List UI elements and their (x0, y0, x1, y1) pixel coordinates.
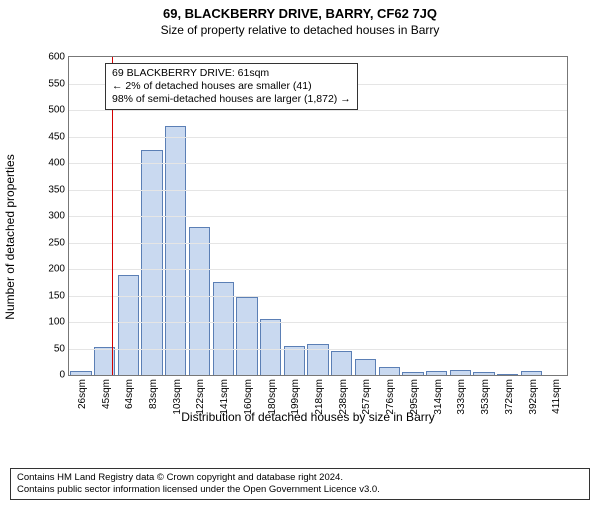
x-tick-label: 411sqm (551, 379, 562, 414)
x-tick-label: 372sqm (504, 379, 515, 415)
y-tick-label: 0 (59, 370, 65, 381)
gridline (69, 296, 567, 297)
plot-area: 26sqm45sqm64sqm83sqm103sqm122sqm141sqm16… (68, 56, 568, 376)
histogram-bar (118, 275, 139, 375)
gridline (69, 216, 567, 217)
histogram-bar (497, 374, 518, 375)
y-tick-label: 300 (48, 211, 65, 222)
y-tick-label: 250 (48, 237, 65, 248)
y-tick-label: 100 (48, 317, 65, 328)
histogram-bar (426, 371, 447, 375)
histogram-chart: Number of detached properties 26sqm45sqm… (38, 52, 578, 422)
histogram-bar (355, 359, 376, 375)
gridline (69, 322, 567, 323)
x-tick-label: 26sqm (77, 379, 88, 409)
page-subtitle: Size of property relative to detached ho… (0, 23, 600, 37)
x-axis-label: Distribution of detached houses by size … (181, 410, 434, 424)
y-axis-label: Number of detached properties (3, 154, 17, 319)
gridline (69, 137, 567, 138)
y-tick-label: 200 (48, 264, 65, 275)
histogram-bar (260, 319, 281, 375)
histogram-bar (189, 227, 210, 375)
y-tick-label: 350 (48, 184, 65, 195)
footer-attribution: Contains HM Land Registry data © Crown c… (10, 468, 590, 500)
histogram-bar (379, 367, 400, 375)
page-title: 69, BLACKBERRY DRIVE, BARRY, CF62 7JQ (0, 6, 600, 21)
gridline (69, 349, 567, 350)
annotation-box: 69 BLACKBERRY DRIVE: 61sqm ← 2% of detac… (105, 63, 358, 110)
y-tick-label: 50 (54, 343, 65, 354)
y-tick-label: 600 (48, 52, 65, 63)
y-tick-label: 450 (48, 131, 65, 142)
histogram-bar (521, 371, 542, 375)
y-tick-label: 500 (48, 105, 65, 116)
y-tick-label: 400 (48, 158, 65, 169)
histogram-bar (141, 150, 162, 375)
x-tick-label: 392sqm (528, 379, 539, 415)
annotation-line-1: 69 BLACKBERRY DRIVE: 61sqm (112, 67, 351, 80)
histogram-bar (284, 346, 305, 375)
histogram-bar (331, 351, 352, 375)
x-tick-label: 353sqm (480, 379, 491, 415)
y-tick-label: 150 (48, 290, 65, 301)
annotation-line-3: 98% of semi-detached houses are larger (… (112, 93, 351, 106)
histogram-bar (473, 372, 494, 375)
annotation-line-2: ← 2% of detached houses are smaller (41) (112, 80, 351, 93)
x-tick-label: 333sqm (456, 379, 467, 415)
x-tick-label: 64sqm (124, 379, 135, 409)
gridline (69, 190, 567, 191)
histogram-bar (450, 370, 471, 375)
footer-line-2: Contains public sector information licen… (17, 484, 583, 496)
histogram-bar (236, 297, 257, 375)
y-tick-label: 550 (48, 78, 65, 89)
gridline (69, 269, 567, 270)
histogram-bar (402, 372, 423, 375)
gridline (69, 163, 567, 164)
histogram-bar (70, 371, 91, 375)
gridline (69, 243, 567, 244)
x-tick-label: 83sqm (148, 379, 159, 409)
footer-line-1: Contains HM Land Registry data © Crown c… (17, 472, 583, 484)
x-tick-label: 45sqm (101, 379, 112, 409)
